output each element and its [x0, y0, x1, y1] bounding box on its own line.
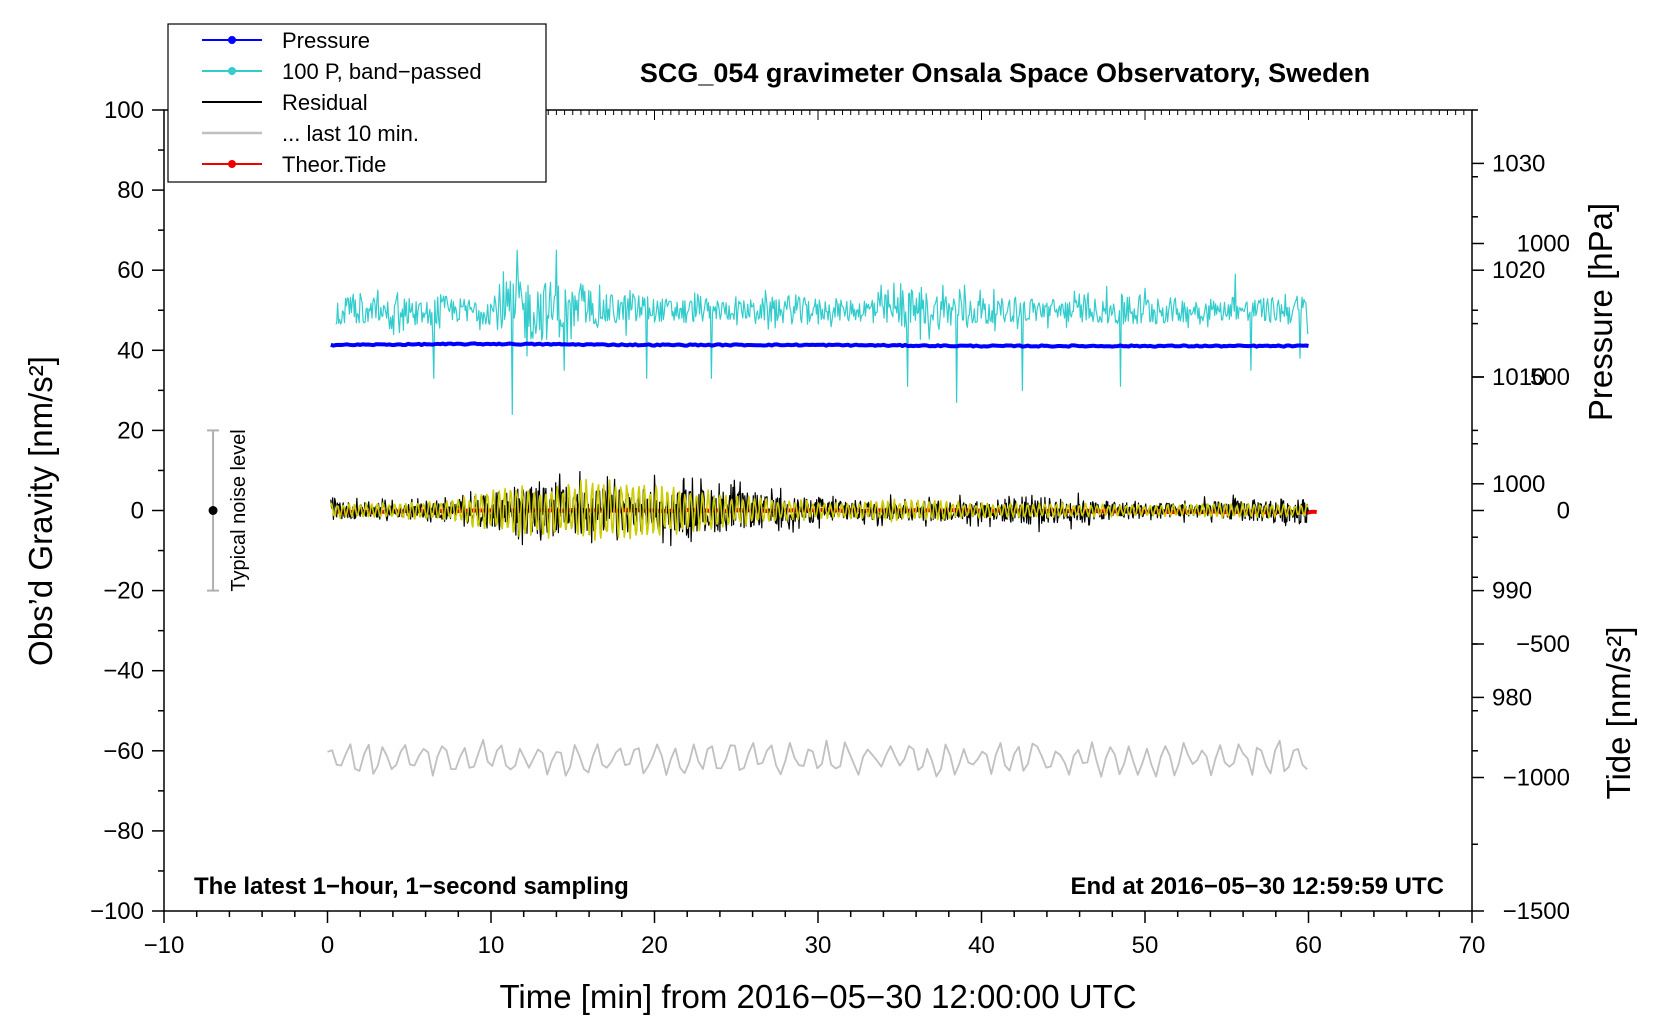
legend-label-1: Pressure: [282, 28, 370, 53]
pressure-tick-label: 1000: [1492, 471, 1545, 498]
noise-level-marker: Typical noise level: [207, 429, 250, 592]
legend-label-5: Theor.Tide: [282, 152, 386, 177]
left-tick-label: 80: [117, 177, 144, 204]
left-tick-label: −60: [103, 738, 144, 765]
bottom-tick-label: 50: [1132, 932, 1159, 959]
bottom-tick-label: 0: [321, 932, 334, 959]
series-pressure: [330, 341, 1309, 349]
left-axis: 100 80 60 40 20 0 −20 −40 −60 −80 −100: [90, 97, 164, 925]
tide-tick-label: −1500: [1503, 898, 1570, 925]
series-residual: [330, 471, 1310, 547]
tide-axis: 1000 500 0 −500 −1000 −1500: [1472, 176, 1570, 925]
bottom-tick-label: 20: [641, 932, 668, 959]
series-residual-filtered: [330, 478, 1309, 541]
left-tick-label: −20: [103, 578, 144, 605]
bottom-tick-label: 30: [805, 932, 832, 959]
legend-dot-5: [228, 160, 236, 168]
y-axis-label-left: Obs’d Gravity [nm/s²]: [22, 356, 59, 666]
pressure-tick-label: 1030: [1492, 150, 1545, 177]
bottom-tick-label: −10: [144, 932, 185, 959]
pressure-tick-label: 1010: [1492, 364, 1545, 391]
sampling-note: The latest 1−hour, 1−second sampling: [194, 873, 629, 900]
series-layer: [327, 249, 1317, 778]
y-axis-label-pressure: Pressure [hPa]: [1582, 203, 1619, 421]
tide-tick-label: −500: [1516, 631, 1570, 658]
tide-tick-label: −1000: [1503, 765, 1570, 792]
left-tick-label: 40: [117, 337, 144, 364]
bottom-tick-label: 10: [478, 932, 505, 959]
left-tick-label: −80: [103, 818, 144, 845]
tide-tick-label: 0: [1557, 498, 1570, 525]
chart-title: SCG_054 gravimeter Onsala Space Observat…: [640, 58, 1370, 88]
left-tick-label: 20: [117, 417, 144, 444]
legend-label-4: ... last 10 min.: [282, 121, 419, 146]
bottom-tick-label: 60: [1295, 932, 1322, 959]
bottom-tick-label: 40: [968, 932, 995, 959]
legend: Pressure 100 P, band−passed Residual ... la…: [167, 23, 547, 183]
left-tick-label: 100: [104, 97, 144, 124]
pressure-tick-label: 990: [1492, 578, 1532, 605]
tide-tick-label: 500: [1530, 364, 1570, 391]
left-tick-label: 60: [117, 257, 144, 284]
series-100-p-band-passed: [335, 249, 1309, 415]
tide-tick-label: 1000: [1517, 231, 1570, 258]
x-axis-label: Time [min] from 2016−05−30 12:00:00 UTC: [499, 978, 1136, 1015]
noise-level-label: Typical noise level: [228, 429, 250, 591]
legend-dot-2: [228, 67, 236, 75]
left-tick-label: −40: [103, 658, 144, 685]
noise-bar-center-dot: [208, 506, 218, 515]
legend-label-2: 100 P, band−passed: [282, 59, 482, 84]
left-tick-label: 0: [131, 498, 144, 525]
legend-label-3: Residual: [282, 90, 368, 115]
y-axis-label-tide: Tide [nm/s²]: [1600, 627, 1637, 800]
end-time-note: End at 2016−05−30 12:59:59 UTC: [1070, 873, 1444, 900]
bottom-tick-label: 70: [1459, 932, 1486, 959]
left-tick-label: −100: [90, 898, 144, 925]
series-last-10-min: [327, 739, 1308, 778]
pressure-axis: 1030 1020 1010 1000 990 980: [1472, 109, 1545, 752]
legend-dot-1: [228, 36, 236, 44]
bottom-axis: −10 0 10 20 30 40 50 60 70: [144, 911, 1486, 959]
pressure-tick-label: 1020: [1492, 257, 1545, 284]
pressure-tick-label: 980: [1492, 684, 1532, 711]
